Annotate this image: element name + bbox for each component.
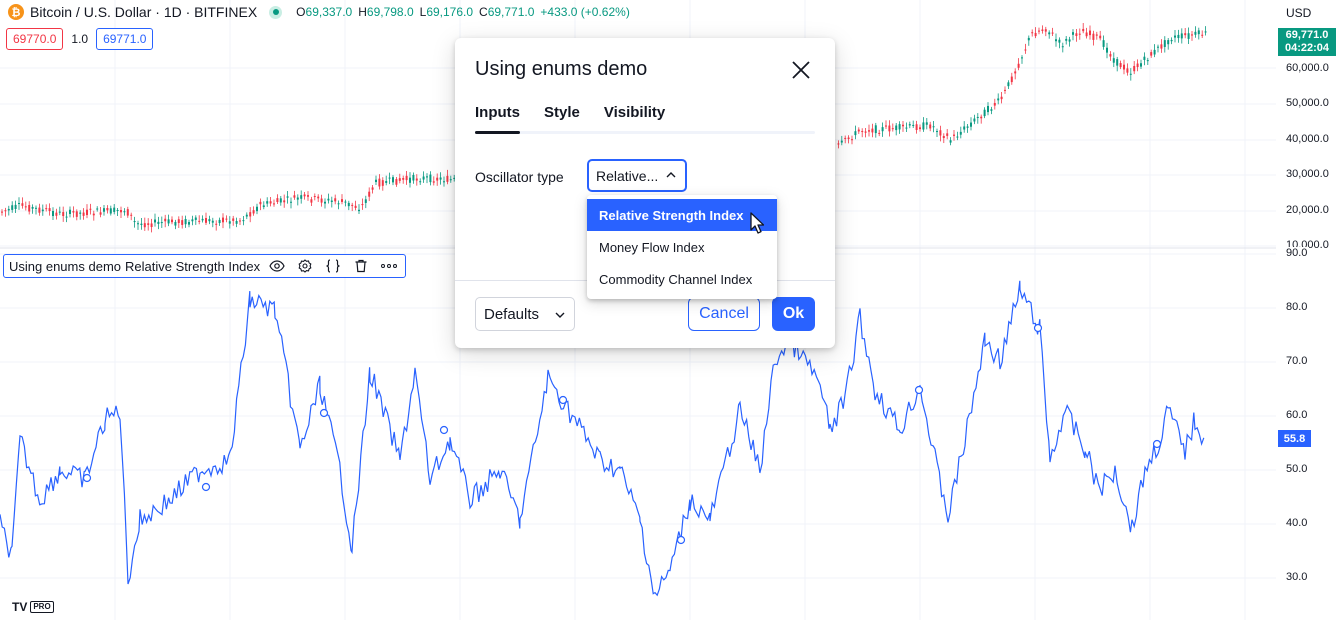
defaults-dropdown[interactable]: Defaults xyxy=(475,297,575,331)
open-key: O xyxy=(296,5,306,19)
bitcoin-icon: ₿ xyxy=(8,4,24,20)
tradingview-logo: TV PRO xyxy=(12,600,54,614)
bar-countdown: 04:22:04 xyxy=(1284,42,1330,54)
symbol-title[interactable]: Bitcoin / U.S. Dollar · 1D · BITFINEX xyxy=(30,4,258,20)
more-icon[interactable] xyxy=(378,257,400,275)
menu-item-cci[interactable]: Commodity Channel Index xyxy=(599,271,753,287)
close-button[interactable] xyxy=(785,54,817,86)
close-value: 69,771.0 xyxy=(487,5,535,19)
rsi-axis-label: 80.0 xyxy=(1284,301,1310,313)
price-axis-label: 20,000.0 xyxy=(1284,204,1331,216)
source-code-icon[interactable] xyxy=(322,257,344,275)
bid-ask-row: 69770.0 1.0 69771.0 xyxy=(6,28,154,50)
tab-inputs[interactable]: Inputs xyxy=(475,104,520,134)
rsi-last-value: 55.8 xyxy=(1278,430,1311,447)
close-icon xyxy=(792,61,810,79)
oscillator-type-menu: Relative Strength Index Money Flow Index… xyxy=(587,195,777,299)
ok-button[interactable]: Ok xyxy=(772,297,815,331)
rsi-signal-markers xyxy=(82,323,1162,545)
last-price-value: 69,771.0 xyxy=(1285,29,1329,41)
sell-price-button[interactable]: 69770.0 xyxy=(6,28,64,50)
cancel-button[interactable]: Cancel xyxy=(688,297,760,331)
menu-item-rsi[interactable]: Relative Strength Index xyxy=(587,199,777,231)
spread-value: 1.0 xyxy=(71,32,89,46)
close-key: C xyxy=(479,5,488,19)
rsi-axis-label: 70.0 xyxy=(1284,355,1310,367)
select-value: Relative... xyxy=(596,167,659,184)
indicator-name[interactable]: Using enums demo xyxy=(9,258,121,274)
tab-visibility[interactable]: Visibility xyxy=(603,104,666,121)
last-price-label: 69,771.0 04:22:04 xyxy=(1278,28,1336,56)
menu-item-mfi[interactable]: Money Flow Index xyxy=(599,239,705,255)
tabs-underline-track xyxy=(475,131,815,134)
tab-style[interactable]: Style xyxy=(544,104,580,121)
rsi-line xyxy=(0,280,1205,597)
ohlc-values: O69,337.0 H69,798.0 L69,176.0 C69,771.0 … xyxy=(296,5,630,19)
rsi-axis-label: 60.0 xyxy=(1284,409,1310,421)
change-value: +433.0 (+0.62%) xyxy=(540,5,630,19)
pro-badge: PRO xyxy=(30,601,54,613)
trash-icon[interactable] xyxy=(350,257,372,275)
indicator-param: Relative Strength Index xyxy=(125,258,261,274)
indicator-legend[interactable]: Using enums demo Relative Strength Index xyxy=(3,254,407,278)
chevron-down-icon xyxy=(555,312,565,318)
currency-selector[interactable]: USD xyxy=(1280,3,1330,23)
eye-icon[interactable] xyxy=(266,257,288,275)
open-value: 69,337.0 xyxy=(305,5,353,19)
indicator-settings-dialog: Using enums demo Inputs Style Visibility… xyxy=(455,38,835,348)
oscillator-type-label: Oscillator type xyxy=(475,169,564,185)
buy-price-button[interactable]: 69771.0 xyxy=(96,28,154,50)
settings-icon[interactable] xyxy=(294,257,316,275)
candlestick-series xyxy=(1,22,1207,233)
rsi-axis-label: 30.0 xyxy=(1284,571,1310,583)
low-key: L xyxy=(419,5,427,19)
market-open-icon xyxy=(269,5,283,19)
price-axis-label: 60,000.0 xyxy=(1284,62,1331,74)
chevron-up-icon xyxy=(666,172,676,178)
high-key: H xyxy=(358,5,367,19)
oscillator-type-select[interactable]: Relative... xyxy=(587,159,687,192)
price-axis-label: 40,000.0 xyxy=(1284,133,1331,145)
price-axis-label: 30,000.0 xyxy=(1284,168,1331,180)
high-value: 69,798.0 xyxy=(366,5,414,19)
tradingview-logo-text: TV xyxy=(12,600,28,614)
rsi-axis-label: 90.0 xyxy=(1284,247,1310,259)
rsi-axis-label: 40.0 xyxy=(1284,517,1310,529)
low-value: 69,176.0 xyxy=(426,5,474,19)
dialog-title: Using enums demo xyxy=(475,58,648,80)
dialog-tabs: Inputs Style Visibility xyxy=(475,104,666,134)
rsi-axis-label: 50.0 xyxy=(1284,463,1310,475)
price-axis-label: 50,000.0 xyxy=(1284,97,1331,109)
defaults-label: Defaults xyxy=(484,305,540,323)
symbol-legend[interactable]: ₿ Bitcoin / U.S. Dollar · 1D · BITFINEX … xyxy=(8,3,630,21)
mouse-cursor-icon xyxy=(750,212,764,234)
